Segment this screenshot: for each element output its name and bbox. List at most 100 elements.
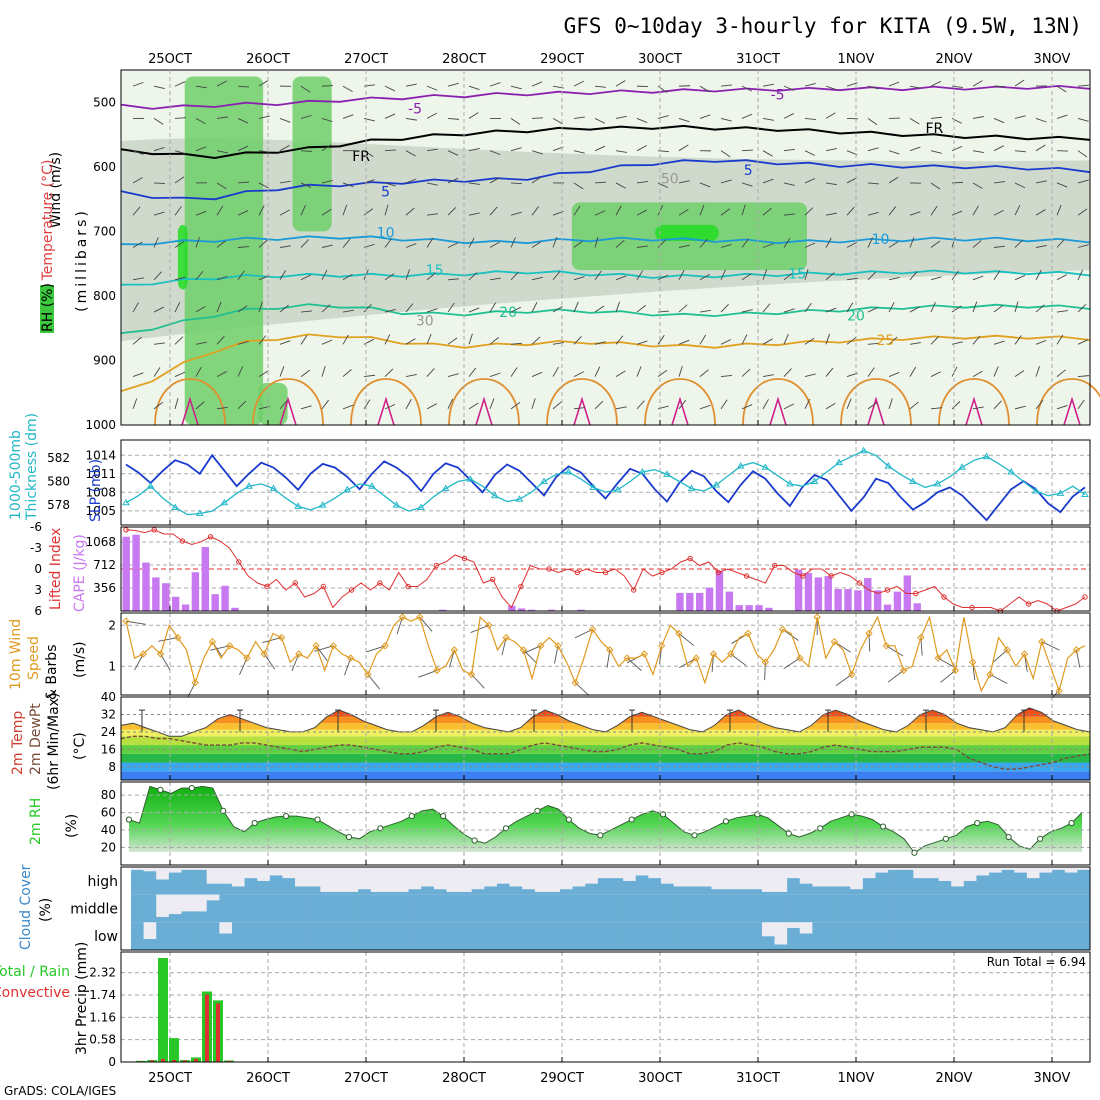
wind-barb	[972, 240, 982, 248]
wind-barb	[237, 246, 249, 248]
isotherm-label: -5	[408, 102, 422, 118]
upper-air-y-tick: 600	[93, 160, 116, 174]
wind-barb	[972, 80, 983, 87]
wind10-point	[778, 625, 787, 634]
precip-ylabel: 3hr Precip (mm)	[74, 942, 90, 1055]
wind-barb	[384, 334, 391, 345]
cloud-bar	[736, 922, 750, 950]
wind10-point	[848, 670, 856, 679]
wind-barb	[321, 365, 326, 377]
li-point	[518, 583, 524, 590]
cloud-gap	[623, 867, 637, 881]
wind-barb	[489, 177, 500, 184]
ylabel-rh2m-b: (%)	[64, 814, 80, 838]
wind-barb	[258, 239, 268, 248]
li-point	[179, 538, 186, 544]
wind-barb	[846, 177, 857, 184]
wind-barb	[762, 269, 768, 280]
wind-barb	[720, 208, 731, 216]
wind10-barb	[239, 657, 248, 675]
wind-barb	[153, 342, 165, 345]
wind-barb	[132, 336, 142, 345]
cloud-bar	[686, 894, 700, 923]
cloud-bar	[206, 883, 220, 895]
wind-barb	[531, 150, 543, 155]
cloud-bar	[913, 922, 927, 950]
cloud-bar	[295, 894, 308, 923]
wind-barb	[384, 204, 389, 216]
wind-barb	[615, 205, 622, 216]
isotherm-loop	[252, 378, 324, 426]
cloud-bar	[143, 938, 157, 950]
wind-barb	[447, 82, 459, 87]
wind-barb	[279, 304, 289, 313]
cloud-bar	[206, 900, 220, 923]
wind-barb	[1035, 366, 1041, 377]
wind10-point	[398, 613, 407, 621]
isotherm-label: FR	[926, 121, 944, 137]
cloud-bar	[925, 922, 939, 950]
cape-bar	[695, 592, 704, 611]
cloud-gap	[976, 867, 990, 876]
isotherm-label: FR	[352, 149, 370, 165]
wind-barb	[909, 118, 920, 125]
isotherm-line	[120, 269, 1091, 286]
precip-convective-bar	[205, 994, 209, 1062]
cloud-gap	[875, 867, 889, 873]
wind-barb	[258, 205, 265, 216]
cloud-gap	[395, 867, 409, 892]
precip-total-bar	[158, 958, 168, 1062]
wind-barb	[888, 398, 893, 410]
wind-barb	[300, 310, 312, 313]
wind-barb	[867, 211, 879, 216]
cloud-bar	[244, 894, 258, 923]
wind-barb	[489, 277, 501, 281]
wind10-barb	[158, 637, 178, 642]
wind10-ylabel3: & Barbs	[44, 645, 60, 701]
wind10-point	[692, 654, 700, 662]
li-point	[913, 590, 919, 597]
wind10-point	[519, 646, 528, 654]
cloud-bar	[219, 883, 233, 895]
wind-barb	[720, 117, 732, 122]
wind10-barb	[940, 670, 956, 683]
wind-barb	[1056, 239, 1065, 248]
wind10-barb	[344, 657, 352, 676]
cape-bar	[231, 607, 239, 611]
isotherm-loop	[546, 378, 618, 426]
wind-barb	[363, 374, 375, 378]
wind10-barb	[574, 682, 590, 696]
thickness-point	[564, 468, 573, 475]
wind-barb	[636, 400, 645, 410]
precip-y-tick: 0	[108, 1055, 116, 1069]
cloud-bar	[787, 927, 801, 950]
wind-barb	[825, 212, 837, 216]
wind-barb	[153, 306, 165, 313]
wind10-point	[225, 642, 234, 650]
precip-convective-bar	[227, 1060, 231, 1062]
rh2m-point	[1037, 835, 1044, 842]
wind-barb	[1035, 244, 1047, 248]
slp-line	[125, 453, 1086, 522]
rh2m-frame	[120, 781, 1091, 866]
slp-y-tick: 1014	[85, 448, 116, 462]
thickness-point	[515, 495, 524, 502]
cape-bar	[725, 591, 734, 611]
cloud-row-label: middle	[70, 902, 118, 918]
precip-background	[121, 952, 1090, 1062]
x-tick-label-top: 28OCT	[442, 52, 486, 67]
wind-barb	[573, 80, 585, 87]
wind-barb	[552, 306, 563, 313]
thickness-point	[958, 463, 966, 470]
wind-barb	[594, 400, 604, 410]
wind-barb	[279, 340, 291, 345]
wind-barb	[867, 237, 874, 248]
cape-bar	[893, 591, 902, 611]
cloud-gap	[1026, 867, 1040, 879]
wind-barb	[258, 275, 270, 281]
wind10-barb	[470, 624, 490, 634]
wind-barb	[888, 150, 900, 155]
cloud-bar	[522, 894, 536, 923]
wind10-point	[329, 642, 338, 650]
cloud-bar	[951, 922, 965, 950]
